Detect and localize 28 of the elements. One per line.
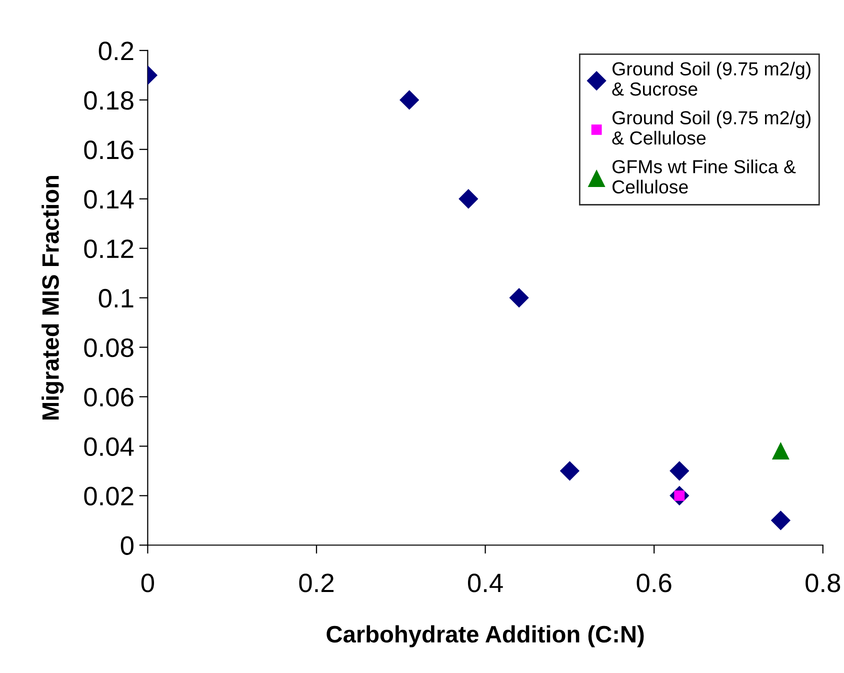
y-tick-label: 0.02 bbox=[84, 486, 134, 506]
point bbox=[771, 510, 790, 530]
x-tick-label: 0.6 bbox=[636, 574, 672, 592]
x-tick-label: 0.4 bbox=[468, 574, 503, 592]
y-tick-label: 0.08 bbox=[84, 338, 134, 358]
point bbox=[670, 461, 689, 480]
x-tick-label: 0 bbox=[141, 574, 154, 592]
y-tick-label: 0.1 bbox=[98, 288, 134, 308]
y-tick-label: 0 bbox=[120, 536, 134, 555]
y-tick-label: 0.12 bbox=[84, 239, 134, 258]
legend-label: Ground Soil (9.75 m2/g) & Cellulose bbox=[612, 110, 810, 145]
y-axis-title: Migrated MIS Fraction bbox=[42, 176, 64, 420]
y-tick-label: 0.16 bbox=[84, 140, 134, 160]
x-axis-title: Carbohydrate Addition (C:N) bbox=[326, 625, 644, 648]
point bbox=[400, 90, 419, 110]
y-tick-label: 0.18 bbox=[84, 91, 134, 110]
y-tick-label: 0.04 bbox=[84, 437, 134, 456]
legend-label: Ground Soil (9.75 m2/g) & Sucrose bbox=[612, 62, 810, 96]
point bbox=[510, 288, 529, 308]
y-tick-label: 0.2 bbox=[98, 42, 134, 60]
x-tick-label: 0.8 bbox=[806, 574, 840, 592]
point bbox=[772, 442, 790, 460]
y-tick-label: 0.14 bbox=[84, 190, 134, 209]
point bbox=[560, 461, 580, 480]
y-tick-label: 0.06 bbox=[84, 388, 134, 407]
point bbox=[458, 189, 478, 208]
legend-label: GFMs wt Fine Silica & Cellulose bbox=[612, 160, 796, 194]
x-tick-label: 0.2 bbox=[299, 574, 334, 592]
